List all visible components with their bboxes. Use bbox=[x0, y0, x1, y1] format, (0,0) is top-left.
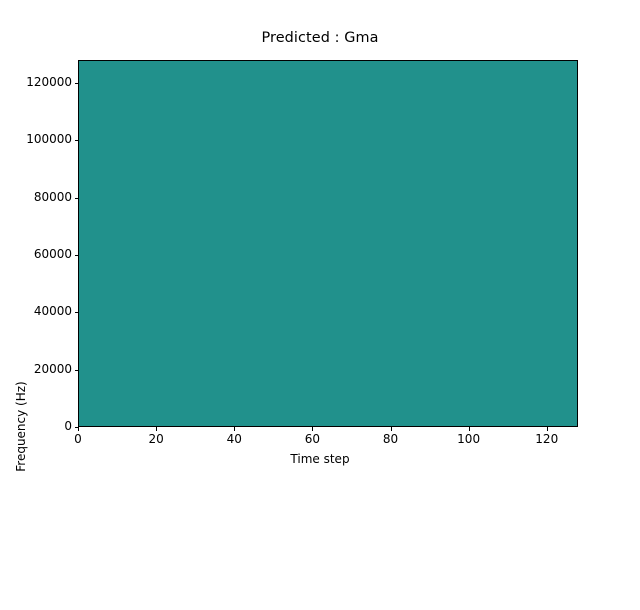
y-tick-label: 60000 bbox=[33, 246, 72, 261]
x-tick-mark bbox=[78, 427, 79, 431]
spectrogram-heatmap[interactable] bbox=[79, 61, 577, 426]
x-tick-mark bbox=[156, 427, 158, 431]
x-tick-mark bbox=[390, 427, 392, 431]
x-tick-label: 0 bbox=[74, 432, 82, 446]
x-tick-label: 40 bbox=[226, 432, 242, 446]
x-tick-label: 80 bbox=[382, 432, 399, 446]
x-tick-label: 100 bbox=[457, 432, 481, 446]
x-tick-mark bbox=[546, 427, 548, 431]
y-tick-label: 100000 bbox=[26, 132, 72, 147]
y-tick-mark bbox=[74, 82, 78, 84]
y-tick-label: 40000 bbox=[33, 304, 72, 319]
y-axis-label: Frequency (Hz) bbox=[14, 381, 28, 472]
y-tick-mark bbox=[74, 140, 78, 142]
x-tick-mark bbox=[468, 427, 470, 431]
y-tick-mark bbox=[74, 197, 78, 199]
heatmap-axes[interactable] bbox=[78, 60, 578, 427]
y-tick-mark bbox=[74, 369, 78, 371]
y-tick-mark bbox=[74, 254, 78, 256]
y-tick-label: 0 bbox=[64, 419, 72, 433]
x-tick-label: 60 bbox=[304, 432, 321, 446]
x-tick-label: 20 bbox=[148, 432, 164, 446]
x-tick-mark bbox=[234, 427, 236, 431]
y-tick-mark bbox=[74, 312, 78, 314]
page-title: Predicted : Gma bbox=[261, 30, 379, 46]
x-axis-label: Time step bbox=[290, 452, 350, 466]
matplotlib-figure: Predicted : Gma 0 20 40 60 80 100 120 0 20000 400… bbox=[14, 30, 578, 472]
y-tick-mark bbox=[74, 427, 78, 428]
y-tick-label: 80000 bbox=[33, 189, 72, 204]
y-tick-label: 120000 bbox=[26, 74, 72, 89]
x-tick-mark bbox=[312, 427, 314, 431]
x-tick-label: 120 bbox=[535, 432, 559, 446]
y-tick-label: 20000 bbox=[33, 361, 72, 376]
